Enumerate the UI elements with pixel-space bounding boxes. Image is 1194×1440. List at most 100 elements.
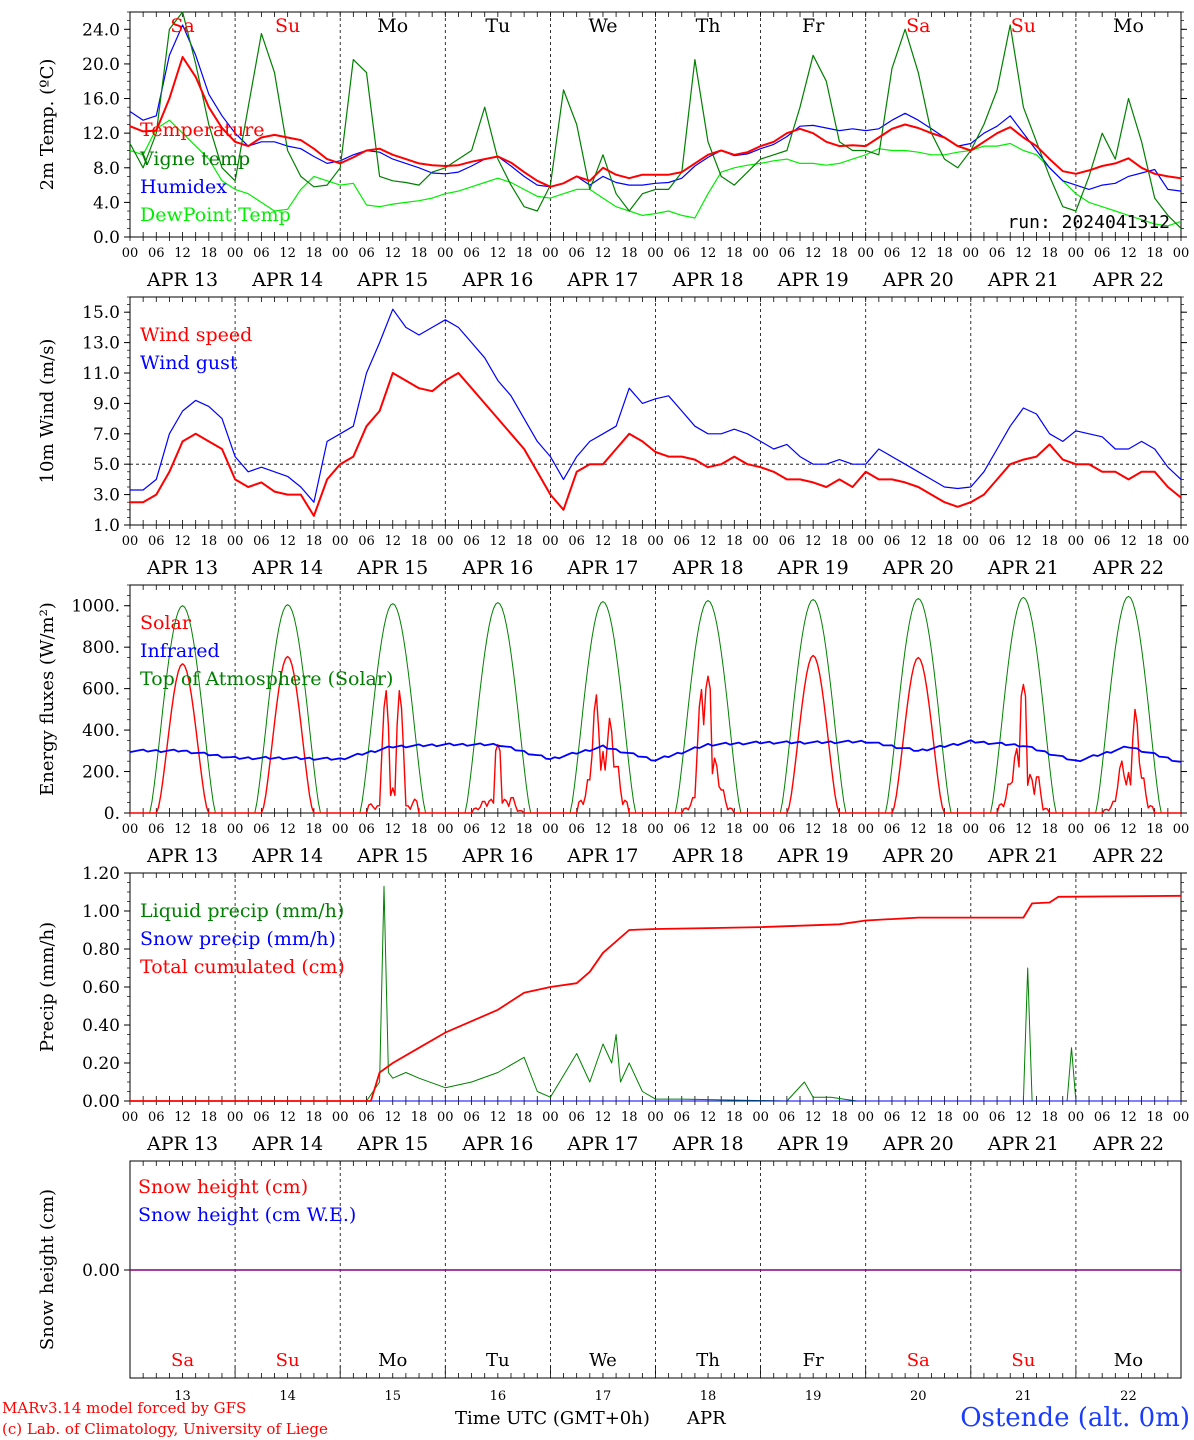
date-label: APR 15 [356, 845, 428, 867]
hour-tick-label: 18 [306, 1110, 323, 1125]
hour-tick-label: 00 [542, 1110, 559, 1125]
date-label: APR 15 [356, 269, 428, 291]
hour-tick-label: 18 [411, 1110, 428, 1125]
hour-tick-label: 12 [805, 822, 822, 837]
hour-tick-label: 18 [516, 1110, 533, 1125]
series-solar [760, 654, 866, 814]
hour-tick-label: 00 [122, 822, 139, 837]
hour-tick-label: 12 [174, 534, 191, 549]
y-tick-label: 15.0 [82, 303, 120, 323]
date-label: APR 17 [566, 557, 638, 579]
date-label: APR 16 [461, 1133, 533, 1155]
date-label: APR 13 [146, 845, 218, 867]
series-toa-solar [340, 603, 446, 814]
day-number-label: 22 [1120, 1389, 1137, 1404]
series-toa-solar [655, 600, 761, 814]
hour-tick-label: 18 [516, 246, 533, 261]
hour-tick-label: 06 [568, 534, 585, 549]
hour-tick-label: 12 [174, 822, 191, 837]
hour-tick-label: 06 [674, 246, 691, 261]
date-label: APR 18 [672, 1133, 744, 1155]
hour-tick-label: 12 [805, 246, 822, 261]
hour-tick-label: 06 [884, 822, 901, 837]
hour-tick-label: 06 [568, 246, 585, 261]
hour-tick-label: 18 [936, 1110, 953, 1125]
hour-tick-label: 00 [1068, 246, 1085, 261]
hour-tick-label: 00 [437, 246, 454, 261]
date-label: APR 14 [251, 557, 323, 579]
hour-tick-label: 12 [805, 534, 822, 549]
series-solar [235, 655, 341, 814]
weekday-label: We [588, 15, 617, 37]
y-tick-label: 5.0 [93, 455, 120, 475]
y-tick-label: 0.0 [93, 228, 120, 248]
station-label: Ostende (alt. 0m) [960, 1403, 1190, 1433]
series-solar [970, 683, 1076, 814]
series-toa-solar [865, 598, 971, 814]
series-wind-speed [130, 372, 1182, 517]
date-label: APR 14 [251, 845, 323, 867]
hour-tick-label: 06 [779, 822, 796, 837]
hour-tick-label: 18 [726, 1110, 743, 1125]
hour-tick-label: 12 [595, 534, 612, 549]
y-tick-label: 3.0 [93, 486, 120, 506]
series-solar [1075, 708, 1181, 814]
date-label: APR 18 [672, 557, 744, 579]
hour-tick-label: 00 [542, 246, 559, 261]
hour-tick-label: 06 [884, 1110, 901, 1125]
legend-liquid-precip-mm-h: Liquid precip (mm/h) [140, 900, 344, 922]
hour-tick-label: 12 [910, 1110, 927, 1125]
weekday-label: Su [1011, 15, 1036, 37]
hour-tick-label: 12 [1015, 822, 1032, 837]
hour-tick-label: 06 [779, 534, 796, 549]
hour-tick-label: 18 [516, 534, 533, 549]
hour-tick-label: 00 [752, 1110, 769, 1125]
weekday-label: Mo [1114, 1350, 1143, 1371]
hour-tick-label: 12 [1015, 534, 1032, 549]
legend-snow-precip-mm-h: Snow precip (mm/h) [140, 928, 336, 950]
series-solar [865, 656, 971, 814]
hour-tick-label: 18 [831, 1110, 848, 1125]
hour-tick-label: 00 [332, 1110, 349, 1125]
weekday-label: Sa [171, 1350, 194, 1371]
hour-tick-label: 00 [857, 822, 874, 837]
hour-tick-label: 06 [674, 822, 691, 837]
hour-tick-label: 06 [674, 1110, 691, 1125]
date-label: APR 16 [461, 557, 533, 579]
series-dewpoint-temp [129, 119, 1182, 227]
hour-tick-label: 06 [1094, 822, 1111, 837]
weekday-label: Th [696, 15, 721, 37]
hour-tick-label: 00 [542, 534, 559, 549]
hour-tick-label: 06 [358, 534, 375, 549]
y-tick-label: 200. [82, 763, 120, 783]
hour-tick-label: 12 [384, 822, 401, 837]
hour-tick-label: 18 [726, 246, 743, 261]
y-tick-label: 0.20 [82, 1054, 120, 1074]
date-label: APR 17 [566, 845, 638, 867]
y-tick-label: 1.00 [82, 902, 120, 922]
hour-tick-label: 18 [831, 246, 848, 261]
hour-tick-label: 12 [384, 246, 401, 261]
hour-tick-label: 06 [463, 822, 480, 837]
hour-tick-label: 06 [463, 534, 480, 549]
weekday-label: Mo [378, 1350, 407, 1371]
hour-tick-label: 12 [490, 246, 507, 261]
y-tick-label: 600. [82, 680, 120, 700]
hour-tick-label: 00 [857, 1110, 874, 1125]
series-wind-gust [130, 308, 1182, 503]
hour-tick-label: 00 [647, 534, 664, 549]
hour-tick-label: 12 [490, 1110, 507, 1125]
hour-tick-label: 06 [253, 822, 270, 837]
hour-tick-label: 12 [595, 1110, 612, 1125]
hour-tick-label: 12 [279, 822, 296, 837]
hour-tick-label: 00 [1173, 822, 1190, 837]
hour-tick-label: 06 [148, 534, 165, 549]
date-label: APR 20 [882, 845, 954, 867]
y-axis-label: 10m Wind (m/s) [37, 339, 58, 484]
hour-tick-label: 12 [700, 1110, 717, 1125]
hour-tick-label: 18 [621, 246, 638, 261]
hour-tick-label: 06 [884, 534, 901, 549]
date-label: APR 20 [882, 1133, 954, 1155]
hour-tick-label: 06 [253, 246, 270, 261]
date-label: APR 15 [356, 1133, 428, 1155]
